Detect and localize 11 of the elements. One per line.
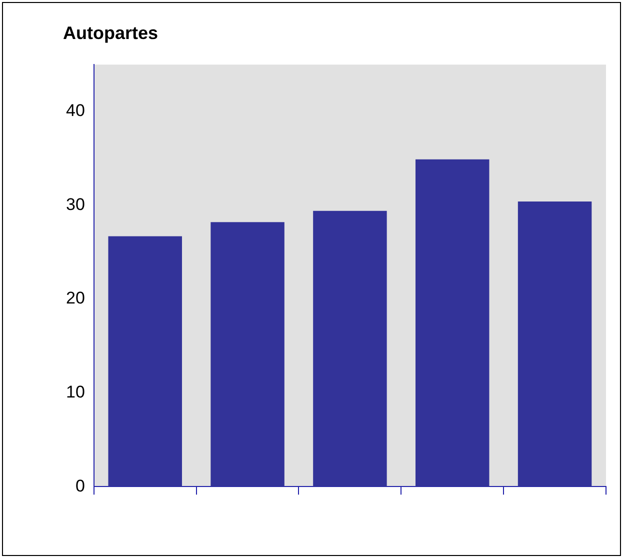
bar (416, 159, 490, 487)
y-tick-label: 40 (66, 101, 85, 120)
bar (313, 210, 387, 487)
y-tick-label: 10 (66, 382, 85, 402)
y-tick-label: 30 (66, 194, 85, 214)
chart-title: Autopartes (63, 22, 158, 43)
bar (108, 236, 182, 487)
bar (210, 222, 284, 487)
bar (518, 202, 592, 487)
y-tick-label: 20 (66, 288, 85, 308)
y-tick-label: 0 (75, 476, 85, 496)
